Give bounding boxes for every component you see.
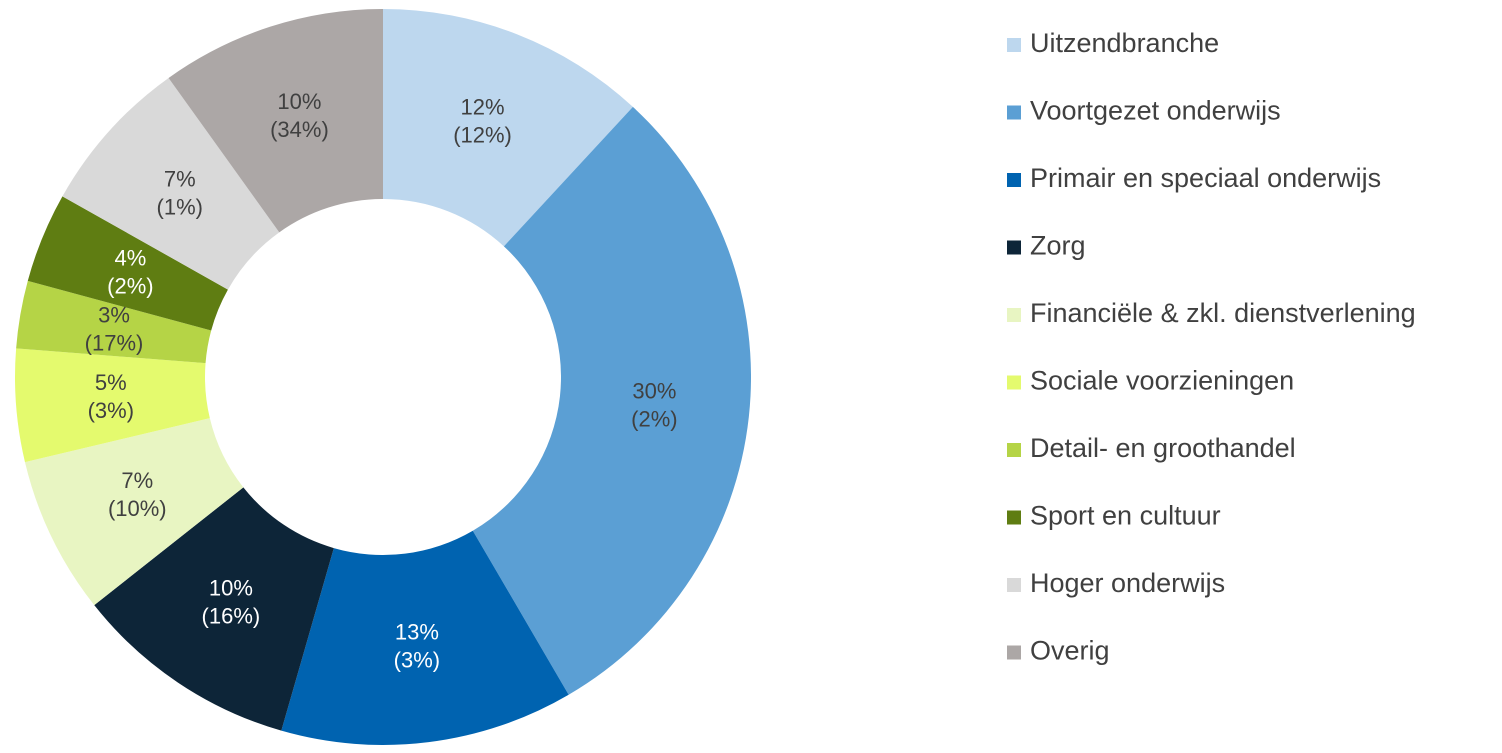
data-label: 10% <box>277 89 321 114</box>
data-label-secondary: (12%) <box>453 123 512 148</box>
legend-swatch <box>1007 308 1021 322</box>
donut-slice <box>24 418 244 606</box>
legend-label: Primair en speciaal onderwijs <box>1030 163 1381 193</box>
legend-swatch <box>1007 443 1021 457</box>
data-label-secondary: (3%) <box>88 398 134 423</box>
data-label-secondary: (16%) <box>202 604 261 629</box>
data-label: 10% <box>209 576 253 601</box>
legend-swatch <box>1007 375 1021 390</box>
data-label-secondary: (3%) <box>394 648 440 673</box>
data-label: 5% <box>95 370 127 395</box>
donut-slice <box>16 280 212 364</box>
legend-label: Voortgezet onderwijs <box>1030 96 1281 126</box>
donut-slice <box>27 196 228 331</box>
data-label: 3% <box>98 302 130 327</box>
data-label-secondary: (10%) <box>108 496 167 521</box>
legend-swatch <box>1007 645 1021 660</box>
legend-swatch <box>1007 510 1021 525</box>
legend-swatch <box>1007 578 1021 592</box>
legend-label: Financiële & zkl. dienstverlening <box>1030 298 1416 328</box>
donut-slice <box>168 8 383 233</box>
donut-slice <box>281 530 569 746</box>
legend-swatch <box>1007 105 1021 120</box>
donut-slice <box>472 106 752 695</box>
donut-slice <box>94 487 334 731</box>
legend-label: Hoger onderwijs <box>1030 568 1225 598</box>
data-label-secondary: (17%) <box>85 330 144 355</box>
data-label: 13% <box>395 620 439 645</box>
data-label-secondary: (2%) <box>631 406 677 431</box>
data-label: 30% <box>632 378 676 403</box>
data-label: 7% <box>164 167 196 192</box>
legend-swatch <box>1007 240 1021 255</box>
legend-label: Sociale voorzieningen <box>1030 366 1294 396</box>
data-label-secondary: (34%) <box>270 117 329 142</box>
legend-label: Overig <box>1030 636 1110 666</box>
donut-slice <box>14 348 210 463</box>
legend-label: Sport en cultuur <box>1030 501 1221 531</box>
legend-label: Detail- en groothandel <box>1030 433 1296 463</box>
legend-swatch <box>1007 38 1021 52</box>
data-label: 12% <box>461 95 505 120</box>
data-label: 4% <box>114 245 146 270</box>
legend-label: Uitzendbranche <box>1030 28 1219 58</box>
data-label-secondary: (2%) <box>107 273 153 298</box>
donut-slice <box>62 77 280 290</box>
legend-swatch <box>1007 173 1021 187</box>
data-label: 7% <box>121 468 153 493</box>
data-label-secondary: (1%) <box>157 195 203 220</box>
legend-label: Zorg <box>1030 231 1086 261</box>
donut-slice <box>383 9 633 247</box>
